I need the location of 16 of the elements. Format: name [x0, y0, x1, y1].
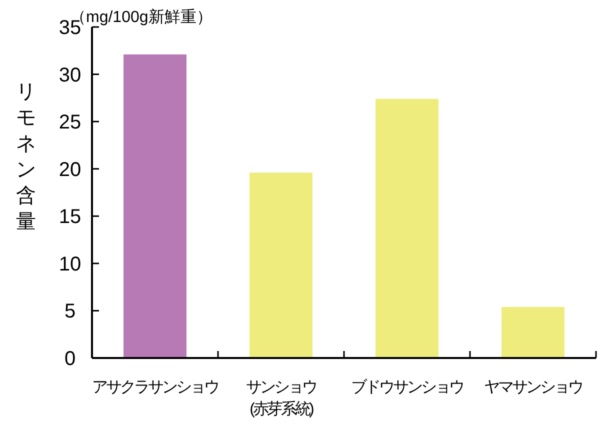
y-tick-label: 15 [58, 206, 82, 228]
bar [502, 306, 564, 358]
y-tick-label: 10 [58, 253, 82, 276]
y-tick-label: 0 [64, 348, 76, 370]
bar [250, 172, 312, 358]
x-tick-label: サンショウ (赤芽系統) [246, 379, 316, 418]
y-tick-label: 20 [58, 158, 82, 181]
bar [124, 54, 186, 358]
y-tick-label: 25 [58, 112, 82, 134]
bar [376, 98, 438, 358]
x-tick-label: ブドウサンショウ [351, 378, 463, 396]
y-tick-label: 30 [58, 64, 82, 86]
x-tick-label: ヤマサンショウ [484, 379, 582, 396]
y-tick-label: 5 [64, 300, 76, 323]
x-tick-label: アサクラサンショウ [92, 379, 218, 396]
y-axis-title: リモネン含量 [16, 81, 36, 233]
